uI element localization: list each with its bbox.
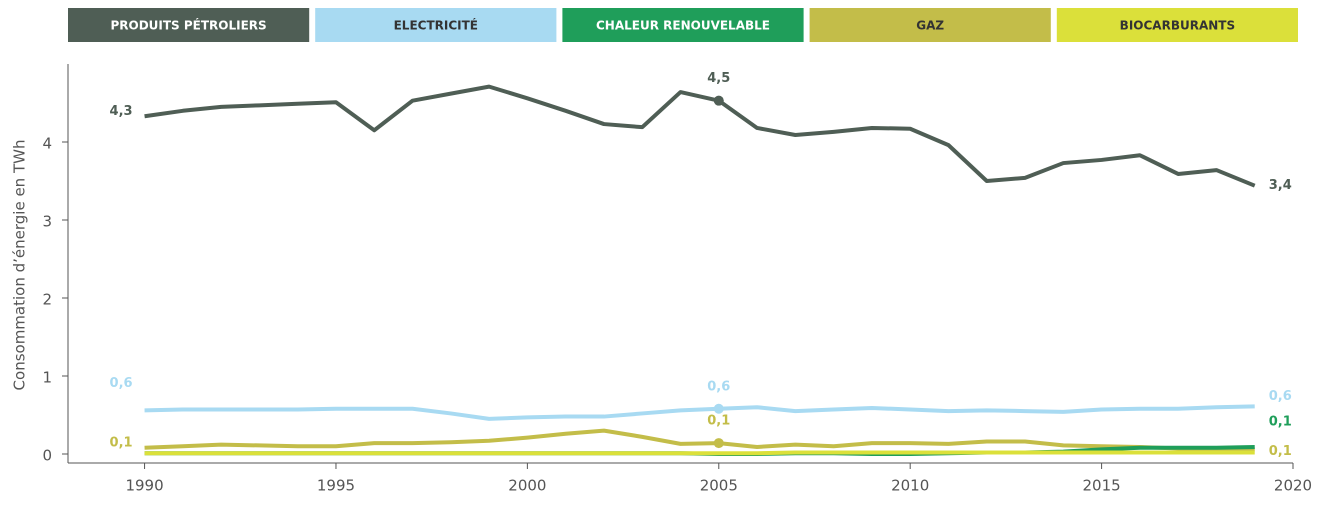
y-tick-label: 0 [42,447,52,465]
legend-swatch[interactable] [809,8,1051,42]
value-label: 0,6 [1269,389,1292,404]
legend-swatch[interactable] [562,8,804,42]
x-tick-label: 2010 [891,477,929,495]
value-label: 0,1 [707,414,730,429]
x-tick-label: 1995 [317,477,355,495]
x-tick-label: 2005 [700,477,738,495]
value-label: 0,6 [110,376,133,391]
legend-label[interactable]: PRODUITS PÉTROLIERS [110,18,266,33]
value-label: 4,5 [707,71,730,86]
legend-swatch[interactable] [315,8,557,42]
value-label: 0,6 [707,379,730,394]
value-label: 3,4 [1269,178,1292,193]
x-tick-label: 2020 [1274,477,1312,495]
y-tick-label: 2 [42,291,52,309]
point [713,95,724,106]
point [713,438,724,449]
value-label: 0,1 [1269,414,1292,429]
legend-label[interactable]: CHALEUR RENOUVELABLE [596,19,770,33]
legend-swatch[interactable] [68,8,310,42]
value-label: 0,1 [110,435,133,450]
value-label: 4,3 [110,104,133,119]
series-line [144,428,1255,452]
series-line [144,84,1256,188]
y-tick-label: 4 [42,135,52,153]
legend-label[interactable]: ELECTRICITÉ [394,18,478,33]
series-line [144,404,1255,421]
y-tick-label: 1 [42,369,52,387]
x-tick-label: 2000 [508,477,546,495]
x-tick-label: 2015 [1083,477,1121,495]
y-tick-label: 3 [42,213,52,231]
value-label: 0,1 [1269,444,1292,459]
y-axis-label: Consommation d’énergie en TWh [11,140,29,391]
legend-label[interactable]: BIOCARBURANTS [1120,19,1235,33]
legend-swatch[interactable] [1056,8,1298,42]
series-line [144,450,1255,456]
legend-label[interactable]: GAZ [916,19,944,33]
point [713,403,724,414]
x-tick-label: 1990 [125,477,163,495]
